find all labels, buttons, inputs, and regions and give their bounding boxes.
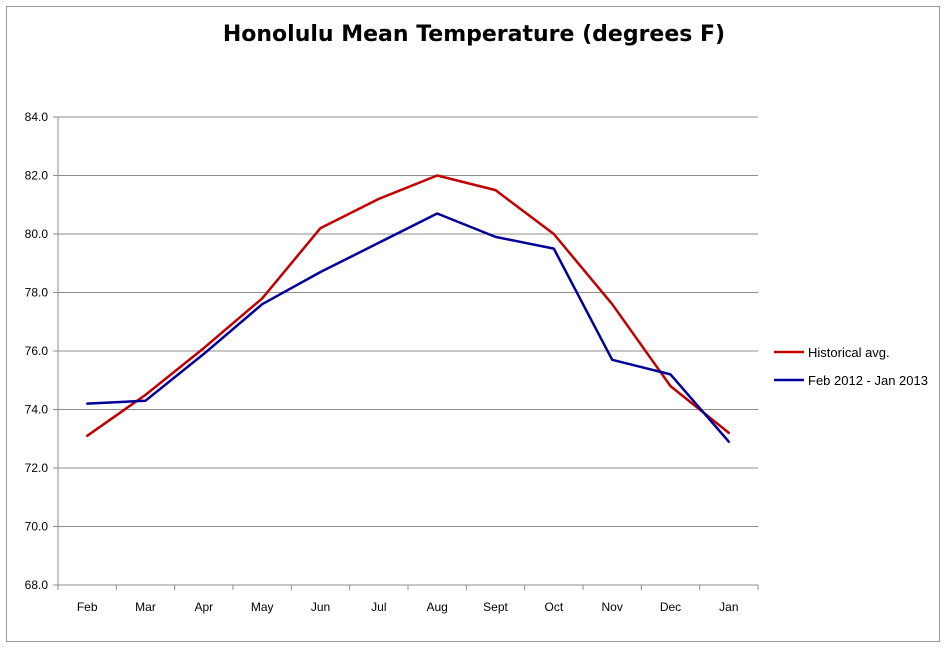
x-tick-label: Jan — [719, 600, 738, 614]
chart-frame — [6, 6, 940, 642]
y-tick-label: 72.0 — [25, 461, 49, 475]
x-tick-label: Apr — [194, 600, 213, 614]
x-tick-label: Nov — [601, 600, 622, 614]
y-tick-label: 74.0 — [25, 403, 49, 417]
series-line-1 — [85, 174, 731, 438]
x-tick-label: Dec — [660, 600, 681, 614]
chart-title: Honolulu Mean Temperature (degrees F) — [222, 22, 726, 47]
series-line-2 — [85, 212, 731, 443]
y-tick-label: 76.0 — [25, 344, 49, 358]
x-tick-label: Feb — [77, 600, 98, 614]
x-tick-label: May — [251, 600, 274, 614]
x-tick-label: Mar — [135, 600, 156, 614]
x-tick-label: Jun — [311, 600, 330, 614]
x-tick-label: Aug — [426, 600, 447, 614]
legend-label-2: Feb 2012 - Jan 2013 — [808, 373, 928, 388]
x-tick-label: Sept — [483, 600, 508, 614]
x-tick-label: Oct — [544, 600, 563, 614]
y-tick-label: 78.0 — [25, 286, 49, 300]
y-tick-label: 70.0 — [25, 520, 49, 534]
y-tick-label: 82.0 — [25, 169, 49, 183]
y-tick-label: 84.0 — [25, 110, 49, 124]
y-tick-label: 80.0 — [25, 227, 49, 241]
y-tick-label: 68.0 — [25, 578, 49, 592]
x-tick-label: Jul — [371, 600, 386, 614]
legend-label-1: Historical avg. — [808, 345, 890, 360]
